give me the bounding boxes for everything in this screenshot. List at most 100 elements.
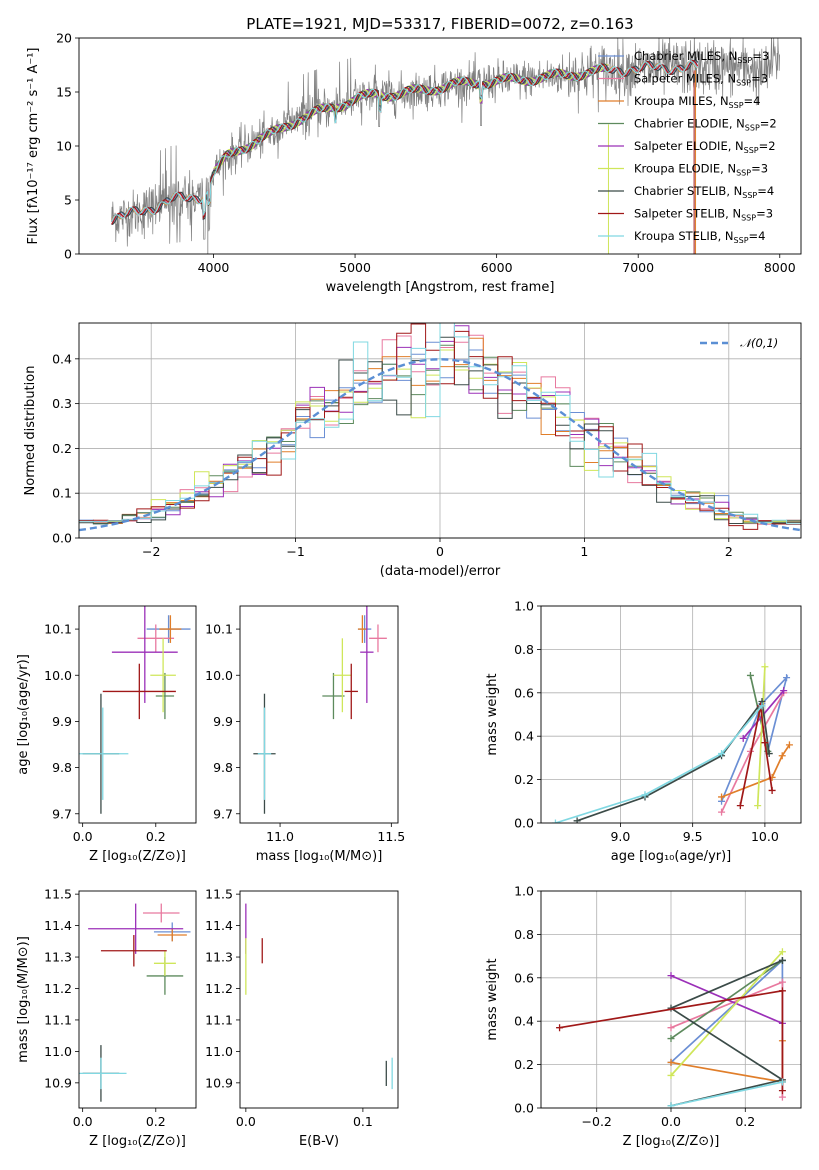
- x-tick-label: 0.2: [146, 829, 166, 844]
- point-kroupa-stelib: [257, 707, 272, 800]
- normal-distribution-curve: [79, 358, 801, 532]
- weight-marker-salpeter-stelib: [761, 739, 769, 747]
- point-salpeter-stelib: [100, 935, 167, 967]
- y-tick-label: 0.8: [514, 642, 534, 657]
- x-tick-label: 4000: [198, 260, 230, 275]
- point-kroupa-miles: [159, 615, 182, 643]
- weight-marker-salpeter-miles: [667, 1024, 675, 1032]
- x-tick-label: 0.2: [146, 1114, 166, 1129]
- x-tick-label: 0.1: [353, 1114, 373, 1129]
- residuals-frame: [78, 322, 802, 539]
- weight-line-kroupa-miles: [721, 744, 791, 798]
- weight-marker-salpeter-stelib: [556, 1024, 564, 1032]
- y-tick-label: 10: [56, 139, 72, 154]
- point-salpeter-miles: [142, 903, 180, 923]
- x-tick-label: 0: [436, 544, 444, 559]
- y-tick-label: 0.3: [52, 396, 72, 411]
- point-kroupa-miles: [157, 928, 187, 942]
- age_vs_Z-frame: [78, 605, 197, 824]
- weight-marker-kroupa-miles: [667, 1058, 675, 1066]
- weight-line-kroupa-stelib: [670, 1081, 783, 1107]
- weight-marker-kroupa-elodie: [761, 663, 769, 671]
- age_vs_mass-panel: 11.0 11.5 9.7 9.8 9.9 10.0 10.1 mass [log₁₀(M/M…: [205, 605, 405, 864]
- weight-marker-salpeter-elodie: [739, 734, 747, 742]
- age_vs_Z-x-axis-label: Z [log₁₀(Z/Z⊙)]: [89, 849, 186, 864]
- spectrum-plot-area: [111, 38, 780, 254]
- point-salpeter-stelib: [102, 663, 176, 720]
- y-tick-label: 5: [64, 193, 72, 208]
- residuals-panel: −2 −1 0 1 2 0.0 0.1 0.2 0.3 0.4 (data-model)/error…: [23, 322, 802, 579]
- spectrum-frame: [78, 37, 802, 255]
- mass_vs_ebv-frame: [239, 890, 399, 1109]
- age_vs_mass-frame: [239, 605, 399, 824]
- mass_vs_Z-x-axis-label: Z [log₁₀(Z/Z⊙)]: [89, 1134, 186, 1149]
- weight-marker-salpeter-stelib: [778, 987, 786, 995]
- weight-line-chabrier-miles: [720, 674, 789, 802]
- spectrum-legend: Chabrier MILES, NSSP=3 Salpeter MILES, NS…: [598, 49, 777, 245]
- y-tick-label: 10.1: [44, 622, 72, 637]
- mass_vs_Z-plot-area: [79, 903, 191, 1102]
- age_vs_Z-panel: 0.0 0.2 9.7 9.8 9.9 10.0 10.1 Z [log₁₀(Z/Z⊙)] ag…: [16, 605, 197, 864]
- spectrum-data-line: [111, 38, 780, 247]
- y-tick-label: 10.9: [205, 1075, 233, 1090]
- x-tick-label: −0.2: [582, 1114, 612, 1129]
- y-tick-label: 0.2: [514, 1057, 534, 1072]
- x-tick-label: 10.0: [751, 829, 779, 844]
- point-kroupa-elodie: [150, 638, 176, 713]
- x-tick-label: 11.5: [377, 829, 405, 844]
- y-tick-label: 10.1: [205, 622, 233, 637]
- weight-marker-salpeter-stelib: [736, 802, 744, 810]
- histogram-kroupa-stelib: [79, 323, 801, 538]
- point-chabrier-elodie: [155, 672, 175, 720]
- x-tick-label: 1: [580, 544, 588, 559]
- weight-marker-kroupa-stelib: [667, 1102, 675, 1108]
- y-tick-label: 0.6: [514, 685, 534, 700]
- age_vs_mass-x-axis-label: mass [log₁₀(M/M⊙)]: [256, 849, 383, 864]
- legend-entry-chabrier-elodie: Chabrier ELODIE, NSSP=2: [634, 117, 777, 133]
- y-tick-label: 10.0: [44, 668, 72, 683]
- mass_vs_Z-y-axis-label: mass [log₁₀(M/M⊙)]: [16, 936, 31, 1063]
- weight-marker-kroupa-miles: [778, 752, 786, 760]
- x-tick-label: 0.0: [661, 1114, 681, 1129]
- residuals-plot-area: [79, 323, 801, 538]
- weight-marker-kroupa-elodie: [667, 1071, 675, 1079]
- age_vs_mass-plot-area: [253, 606, 387, 814]
- mass_weight_vs_age-frame: [540, 605, 802, 824]
- y-tick-label: 10.0: [205, 668, 233, 683]
- weight-marker-kroupa-stelib: [758, 702, 766, 710]
- point-salpeter-miles: [137, 624, 175, 653]
- x-tick-label: 11.0: [266, 829, 294, 844]
- legend-entry-chabrier-stelib: Chabrier STELIB, NSSP=4: [634, 184, 774, 200]
- mass_weight_vs_Z-y-axis-label: mass weight: [485, 958, 500, 1040]
- y-tick-label: 0.0: [514, 1101, 534, 1116]
- mass_weight_vs_Z-plot-area: [556, 948, 786, 1108]
- x-tick-label: 0.0: [73, 1114, 93, 1129]
- legend-entry-kroupa-miles: Kroupa MILES, NSSP=4: [634, 94, 760, 110]
- weight-marker-kroupa-stelib: [718, 750, 726, 758]
- x-tick-label: −1: [286, 544, 304, 559]
- y-tick-label: 11.2: [44, 981, 72, 996]
- y-tick-label: 11.2: [205, 981, 233, 996]
- spectrum-panel: 4000 5000 6000 7000 8000 0 5 10 15 20 wavelength […: [26, 31, 802, 295]
- mass_vs_Z-frame: [78, 890, 197, 1109]
- spectrum-model-salpeter-stelib: [111, 59, 699, 225]
- x-tick-label: 2: [725, 544, 733, 559]
- weight-marker-kroupa-elodie: [778, 948, 786, 956]
- y-tick-label: 0.2: [514, 772, 534, 787]
- mass_weight_vs_Z-x-axis-label: Z [log₁₀(Z/Z⊙)]: [623, 1134, 720, 1149]
- legend-entry-kroupa-elodie: Kroupa ELODIE, NSSP=3: [634, 162, 768, 178]
- spectrum-model-chabrier-stelib: [111, 59, 699, 225]
- mass_weight_vs_age-y-axis-label: mass weight: [485, 673, 500, 755]
- weight-marker-kroupa-elodie: [754, 802, 762, 810]
- point-salpeter-elodie: [360, 606, 374, 703]
- y-tick-label: 0.4: [52, 351, 72, 366]
- x-tick-label: 7000: [622, 260, 654, 275]
- point-chabrier-elodie: [322, 672, 345, 720]
- legend-entry-chabrier-miles: Chabrier MILES, NSSP=3: [634, 49, 769, 65]
- mass_vs_Z-panel: 0.0 0.2 10.9 11.0 11.1 11.2 11.3 11.4 11.5 Z [log…: [16, 887, 197, 1149]
- x-tick-label: 9.5: [683, 829, 703, 844]
- point-salpeter-elodie: [88, 903, 184, 954]
- y-tick-label: 11.3: [205, 950, 233, 965]
- y-tick-label: 9.7: [213, 806, 233, 821]
